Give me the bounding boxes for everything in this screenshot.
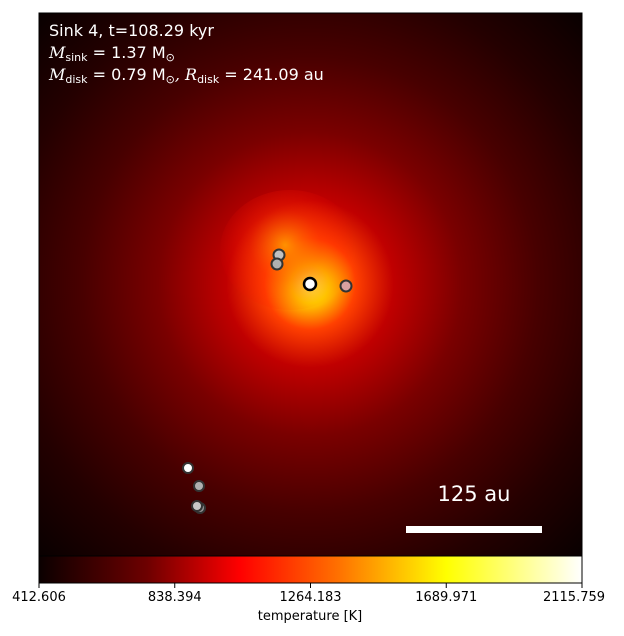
disk-properties-label: Mdisk = 0.79 M⊙, Rdisk = 241.09 au (49, 65, 324, 90)
colorbar-tick-label: 2115.759 (542, 590, 606, 605)
mdisk-sun-symbol: ⊙ (165, 73, 175, 86)
msink-sun-symbol: ⊙ (165, 51, 175, 64)
sink-marker (302, 276, 318, 292)
sink-marker (270, 257, 284, 271)
colorbar-tick-label: 412.606 (12, 590, 66, 605)
mdisk-symbol: M (49, 65, 66, 84)
msink-value: = 1.37 M (87, 43, 166, 62)
rdisk-symbol: , R (174, 65, 198, 84)
colorbar-tick-label: 1264.183 (279, 590, 342, 605)
colorbar (38, 555, 583, 584)
colorbar-tick-label: 838.394 (147, 590, 202, 605)
sink-mass-label: Msink = 1.37 M⊙ (49, 43, 175, 68)
rdisk-value: = 241.09 au (219, 65, 324, 84)
mdisk-value: = 0.79 M (87, 65, 166, 84)
sink-marker (191, 500, 203, 512)
msink-sub: sink (65, 51, 88, 64)
sink-markers (182, 248, 353, 514)
colorbar-label: temperature [K] (257, 609, 363, 624)
msink-symbol: M (49, 43, 66, 62)
sink-marker (193, 480, 205, 492)
mdisk-sub: disk (65, 73, 88, 86)
sink-title: Sink 4, t=108.29 kyr (49, 21, 214, 40)
colorbar-ticks (38, 583, 583, 588)
colorbar-tick-label: 1689.971 (415, 590, 478, 605)
sink-marker (339, 279, 353, 293)
sink-marker (182, 462, 194, 474)
scale-bar-label: 125 au (437, 482, 511, 506)
rdisk-sub: disk (197, 73, 220, 86)
scale-bar (406, 526, 542, 533)
